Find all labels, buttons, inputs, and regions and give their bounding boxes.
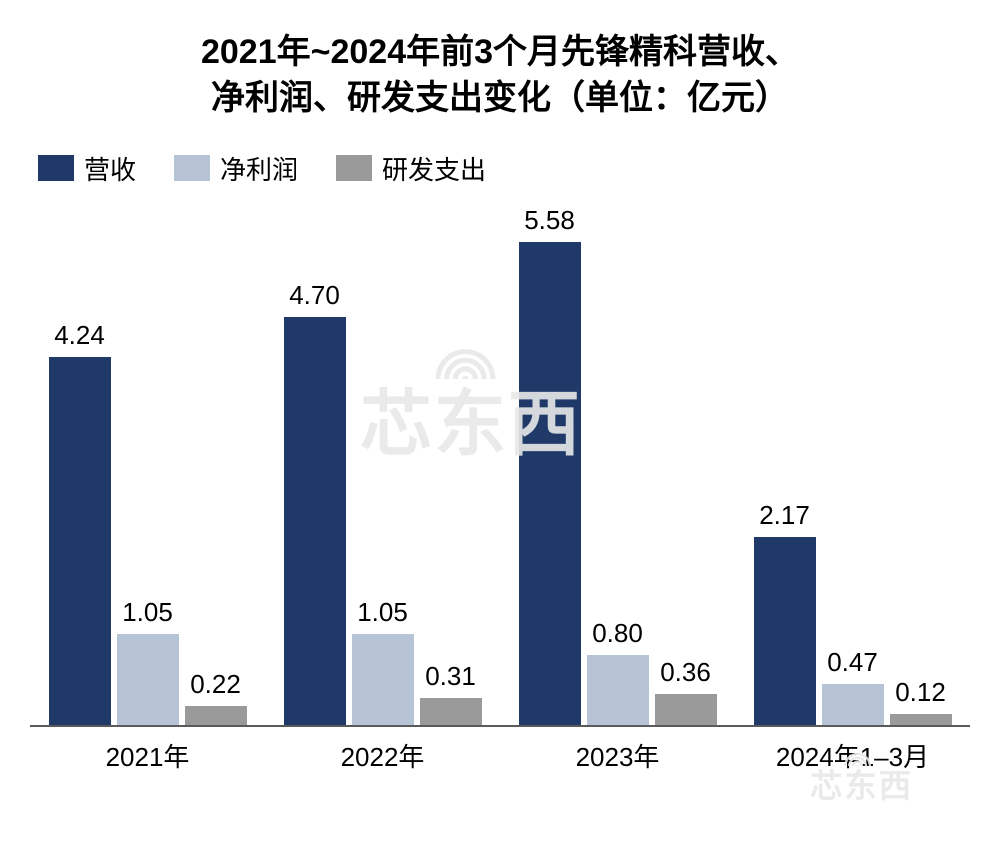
chart-title-line2: 净利润、研发支出变化（单位：亿元）	[30, 76, 970, 122]
x-axis-label: 2023年	[500, 737, 735, 774]
bar	[587, 655, 649, 724]
legend-swatch	[174, 155, 210, 181]
x-axis-labels: 2021年2022年2023年2024年1–3月	[30, 737, 970, 774]
legend-label: 营收	[84, 150, 136, 187]
bar-wrap: 0.80	[587, 205, 649, 725]
bar	[822, 684, 884, 725]
x-axis-label: 2021年	[30, 737, 265, 774]
bar-wrap: 0.22	[185, 205, 247, 725]
bar-value-label: 2.17	[759, 500, 810, 531]
bar-group: 5.58 0.80 0.36	[500, 205, 735, 725]
legend-label: 研发支出	[382, 150, 486, 187]
x-axis-label: 2022年	[265, 737, 500, 774]
bar-wrap: 1.05	[117, 205, 179, 725]
bar-value-label: 0.36	[660, 657, 711, 688]
plot-area: 4.24 1.05 0.22 4.70 1.05 0.31 5.58 0.80 0.36 2.17…	[30, 205, 970, 824]
bar-group: 2.17 0.47 0.12	[735, 205, 970, 725]
bar-value-label: 5.58	[524, 205, 575, 236]
bar	[117, 634, 179, 725]
chart-container: 2021年~2024年前3个月先锋精科营收、 净利润、研发支出变化（单位：亿元）…	[0, 0, 1000, 844]
bar-wrap: 0.31	[420, 205, 482, 725]
bar-group: 4.24 1.05 0.22	[30, 205, 265, 725]
bar-group: 4.70 1.05 0.31	[265, 205, 500, 725]
bar	[754, 537, 816, 725]
legend-item: 营收	[38, 150, 136, 187]
plot-inner: 4.24 1.05 0.22 4.70 1.05 0.31 5.58 0.80 0.36 2.17…	[30, 205, 970, 725]
x-axis-label: 2024年1–3月	[735, 737, 970, 774]
chart-title-line1: 2021年~2024年前3个月先锋精科营收、	[30, 30, 970, 76]
bar-value-label: 1.05	[357, 597, 408, 628]
bar-wrap: 2.17	[754, 205, 816, 725]
bar-value-label: 4.24	[54, 320, 105, 351]
bar-value-label: 0.31	[425, 661, 476, 692]
x-axis-line	[30, 725, 970, 727]
bar-value-label: 0.47	[827, 647, 878, 678]
bar	[519, 242, 581, 725]
bar	[284, 317, 346, 724]
chart-title: 2021年~2024年前3个月先锋精科营收、 净利润、研发支出变化（单位：亿元）	[30, 30, 970, 122]
legend: 营收 净利润 研发支出	[30, 150, 970, 187]
bar-wrap: 0.12	[890, 205, 952, 725]
bar	[352, 634, 414, 725]
bar	[49, 357, 111, 724]
bar-wrap: 0.47	[822, 205, 884, 725]
legend-label: 净利润	[220, 150, 298, 187]
bar-value-label: 1.05	[122, 597, 173, 628]
bar-value-label: 4.70	[289, 280, 340, 311]
bar	[655, 694, 717, 725]
bar-wrap: 4.24	[49, 205, 111, 725]
legend-swatch	[38, 155, 74, 181]
legend-item: 净利润	[174, 150, 298, 187]
bar-value-label: 0.12	[895, 677, 946, 708]
bar-wrap: 0.36	[655, 205, 717, 725]
bar-wrap: 5.58	[519, 205, 581, 725]
bar	[185, 706, 247, 725]
bar-wrap: 1.05	[352, 205, 414, 725]
bar-value-label: 0.80	[592, 618, 643, 649]
bar	[420, 698, 482, 725]
bar-value-label: 0.22	[190, 669, 241, 700]
bar	[890, 714, 952, 724]
legend-item: 研发支出	[336, 150, 486, 187]
legend-swatch	[336, 155, 372, 181]
bar-wrap: 4.70	[284, 205, 346, 725]
